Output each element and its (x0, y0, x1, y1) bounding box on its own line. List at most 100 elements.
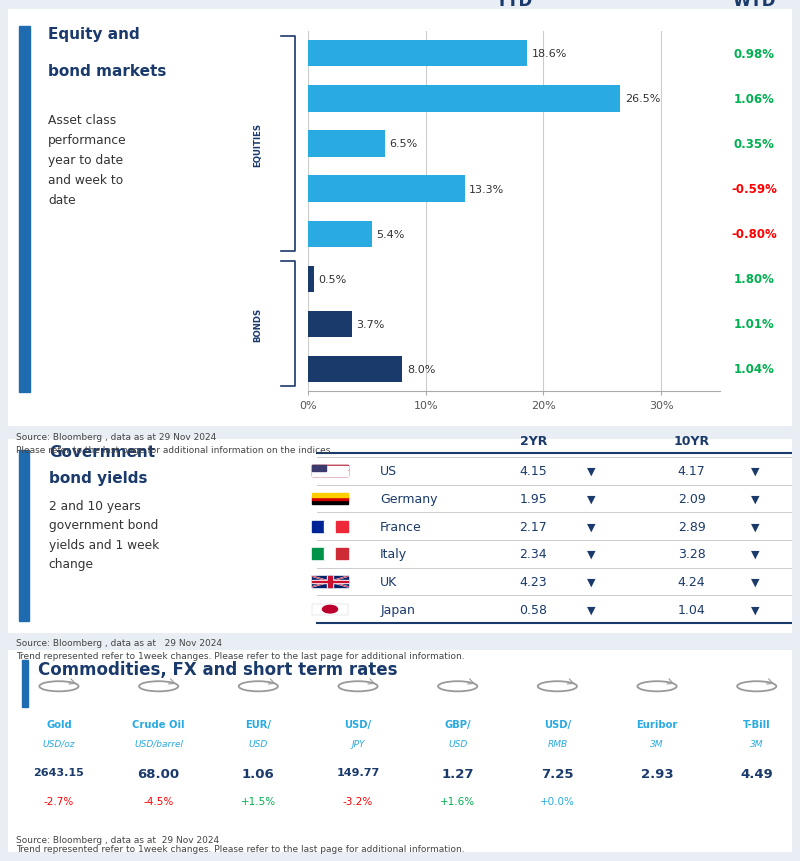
Text: +0.0%: +0.0% (540, 796, 574, 806)
Bar (22, 660, 28, 707)
Text: 0.98%: 0.98% (734, 48, 774, 61)
Text: 5.4%: 5.4% (376, 229, 405, 239)
Text: 4.23: 4.23 (519, 575, 547, 588)
Text: Gold: Gold (46, 719, 72, 729)
Text: 2.17: 2.17 (519, 520, 547, 533)
Text: 149.77: 149.77 (336, 767, 380, 777)
Text: 1.06: 1.06 (242, 767, 274, 780)
Text: EUR/: EUR/ (246, 719, 271, 729)
Text: ▼: ▼ (587, 577, 596, 587)
Bar (308, 221, 371, 247)
Text: 1.04: 1.04 (678, 603, 706, 616)
Text: US: US (380, 465, 398, 478)
Text: 3M: 3M (650, 739, 664, 748)
Text: 2 and 10 years
government bond
yields and 1 week
change: 2 and 10 years government bond yields an… (49, 499, 159, 571)
Text: +1.6%: +1.6% (440, 796, 475, 806)
Text: 3.7%: 3.7% (356, 319, 385, 329)
Text: 1.27: 1.27 (442, 767, 474, 780)
Text: bond markets: bond markets (48, 65, 166, 79)
Bar (324, 548, 336, 560)
Text: Government: Government (49, 445, 155, 460)
Bar (308, 311, 351, 338)
Text: USD: USD (448, 739, 467, 748)
Text: Euribor: Euribor (636, 719, 678, 729)
Text: 13.3%: 13.3% (470, 184, 505, 195)
Text: ▼: ▼ (750, 494, 759, 504)
Text: ▼: ▼ (587, 467, 596, 476)
Text: EQUITIES: EQUITIES (254, 122, 262, 166)
Bar (311, 580, 349, 583)
Text: 2.09: 2.09 (678, 492, 706, 505)
Bar (308, 86, 620, 113)
Bar (324, 521, 336, 532)
Text: -3.2%: -3.2% (343, 796, 373, 806)
Text: Italy: Italy (380, 548, 407, 561)
Text: ▼: ▼ (750, 522, 759, 531)
Bar (336, 521, 349, 532)
Text: USD: USD (249, 739, 268, 748)
Text: 3M: 3M (750, 739, 763, 748)
Text: 6.5%: 6.5% (390, 139, 418, 149)
Text: USD/: USD/ (544, 719, 571, 729)
Bar (311, 501, 349, 505)
Text: 68.00: 68.00 (138, 767, 180, 780)
Bar (311, 493, 349, 497)
Text: 2643.15: 2643.15 (34, 767, 84, 777)
Text: Trend represented refer to 1week changes. Please refer to the last page for addi: Trend represented refer to 1week changes… (16, 651, 465, 660)
Text: USD/oz: USD/oz (42, 739, 75, 748)
Text: +1.5%: +1.5% (241, 796, 276, 806)
Text: 1.01%: 1.01% (734, 318, 774, 331)
Bar (328, 576, 332, 587)
Text: ▼: ▼ (750, 577, 759, 587)
Bar (327, 576, 333, 587)
Text: USD/: USD/ (345, 719, 371, 729)
Text: 18.6%: 18.6% (532, 49, 567, 59)
Text: ▼: ▼ (750, 549, 759, 559)
Text: Equity and: Equity and (48, 27, 140, 42)
Bar (308, 131, 385, 158)
Text: 4.24: 4.24 (678, 575, 706, 588)
Text: 1.80%: 1.80% (734, 273, 774, 286)
Bar (311, 466, 349, 477)
Bar (18, 451, 29, 622)
Text: Source: Bloomberg , data as at 29 Nov 2024: Source: Bloomberg , data as at 29 Nov 20… (16, 433, 216, 442)
Bar (311, 521, 324, 532)
Text: Asset class
performance
year to date
and week to
date: Asset class performance year to date and… (48, 115, 126, 208)
Text: ▼: ▼ (587, 549, 596, 559)
Text: Germany: Germany (380, 492, 438, 505)
Text: Source: Bloomberg , data as at   29 Nov 2024: Source: Bloomberg , data as at 29 Nov 20… (16, 639, 222, 647)
Text: ▼: ▼ (587, 494, 596, 504)
Bar (311, 466, 326, 471)
Text: 2.89: 2.89 (678, 520, 706, 533)
Text: -0.80%: -0.80% (731, 228, 777, 241)
Text: UK: UK (380, 575, 398, 588)
Bar (308, 266, 314, 293)
Bar (19, 27, 30, 393)
Bar (336, 548, 349, 560)
Text: 0.35%: 0.35% (734, 138, 774, 151)
Text: Trend represented refer to 1week changes. Please refer to the last page for addi: Trend represented refer to 1week changes… (16, 844, 465, 852)
Text: YTD: YTD (495, 0, 533, 10)
Text: 1.95: 1.95 (519, 492, 547, 505)
Text: 2.34: 2.34 (519, 548, 547, 561)
Text: France: France (380, 520, 422, 533)
Text: RMB: RMB (547, 739, 567, 748)
Text: ▼: ▼ (587, 604, 596, 615)
Text: ▼: ▼ (587, 522, 596, 531)
Circle shape (322, 605, 338, 613)
Text: 7.25: 7.25 (541, 767, 574, 780)
Bar (311, 497, 349, 501)
Text: ▼: ▼ (750, 467, 759, 476)
Bar (311, 548, 324, 560)
Text: Source: Bloomberg , data as at  29 Nov 2024: Source: Bloomberg , data as at 29 Nov 20… (16, 835, 219, 844)
Text: -4.5%: -4.5% (143, 796, 174, 806)
Text: USD/barrel: USD/barrel (134, 739, 183, 748)
Text: T-Bill: T-Bill (743, 719, 770, 729)
Bar (311, 581, 349, 583)
Text: Please refer to the last page for additional information on the indices.: Please refer to the last page for additi… (16, 445, 334, 454)
Text: 3.28: 3.28 (678, 548, 706, 561)
Text: Crude Oil: Crude Oil (132, 719, 185, 729)
Text: ▼: ▼ (750, 604, 759, 615)
Bar (308, 177, 465, 202)
Text: 8.0%: 8.0% (407, 364, 435, 375)
